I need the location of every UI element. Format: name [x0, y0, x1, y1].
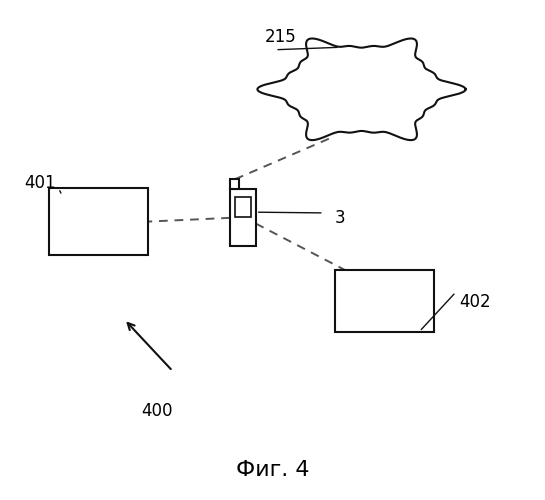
Bar [49, 188, 148, 255]
Polygon shape [257, 38, 465, 140]
Text: 401: 401 [25, 174, 56, 192]
Text: 400: 400 [141, 402, 172, 419]
Bar [230, 179, 239, 190]
Text: 3: 3 [335, 209, 345, 227]
Text: 215: 215 [265, 28, 296, 46]
Text: 402: 402 [459, 293, 490, 311]
Bar [230, 190, 256, 246]
Bar [335, 270, 434, 332]
Bar [235, 197, 251, 216]
Text: Фиг. 4: Фиг. 4 [236, 460, 309, 480]
